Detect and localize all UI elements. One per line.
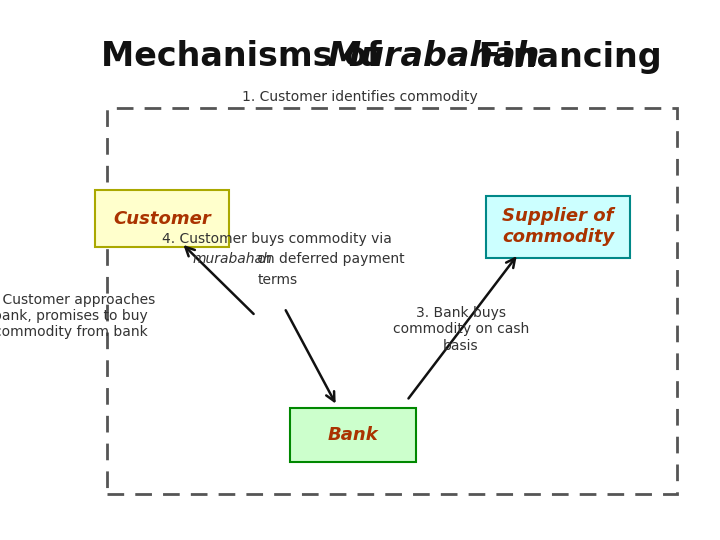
Text: 4. Customer buys commodity via: 4. Customer buys commodity via (162, 232, 392, 246)
Text: Bank: Bank (328, 426, 378, 444)
Text: Murabahah: Murabahah (328, 40, 540, 73)
Text: Customer: Customer (113, 210, 211, 228)
Text: terms: terms (257, 273, 297, 287)
Bar (95, 191, 229, 247)
Bar (107, 108, 677, 494)
Bar (486, 195, 630, 258)
Text: on deferred payment: on deferred payment (253, 252, 405, 266)
Bar (289, 408, 415, 462)
Text: 1. Customer identifies commodity: 1. Customer identifies commodity (242, 90, 478, 104)
Text: 2. Customer approaches
bank, promises to buy
commodity from bank: 2. Customer approaches bank, promises to… (0, 293, 156, 339)
Text: Mechanisms of: Mechanisms of (101, 40, 393, 73)
Text: Supplier of
commodity: Supplier of commodity (502, 207, 614, 246)
Text: murabahah: murabahah (193, 252, 273, 266)
Text: Financing: Financing (467, 40, 661, 73)
Text: 3. Bank buys
commodity on cash
basis: 3. Bank buys commodity on cash basis (392, 306, 529, 353)
